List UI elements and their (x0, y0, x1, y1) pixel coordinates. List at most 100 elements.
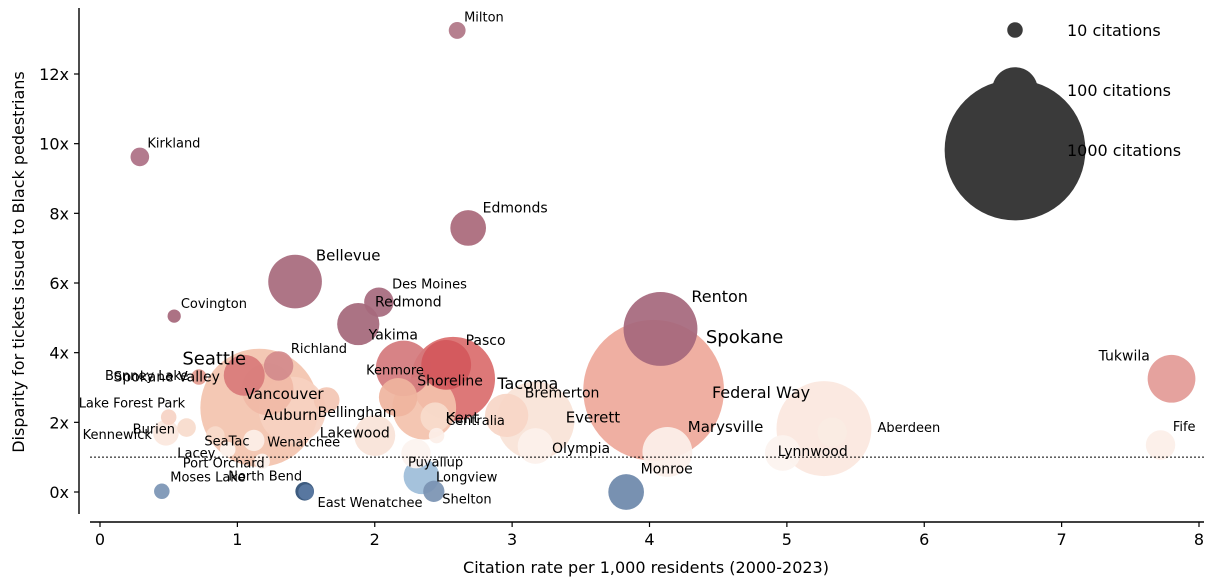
point-lakewood (354, 415, 396, 457)
point-label-seatac: SeaTac (204, 435, 249, 450)
point-label-wenatchee: Wenatchee (267, 435, 340, 450)
point-label-federal-way: Federal Way (712, 383, 810, 402)
point-label-bellingham: Bellingham (318, 405, 397, 421)
legend-label-1000: 1000 citations (1067, 141, 1181, 160)
point-label-marysville: Marysville (688, 418, 764, 436)
labels-layer: Milton Kirkland Edmonds Bellevue Des Moines C… (79, 10, 1196, 511)
point-label-auburn: Auburn (263, 406, 317, 424)
point-shelton (423, 480, 445, 502)
points-layer (130, 22, 1196, 510)
point-fife (1145, 430, 1176, 460)
point-lynnwood (764, 435, 801, 471)
point-label-des-moines: Des Moines (392, 277, 467, 292)
x-axis-title: Citation rate per 1,000 residents (2000-… (463, 558, 829, 577)
point-puyallup (401, 438, 431, 469)
legend-label-10: 10 citations (1067, 21, 1161, 40)
y-tick-label: 10x (39, 135, 69, 154)
point-label-kent: Kent (445, 409, 479, 427)
x-tick-label: 5 (782, 530, 792, 549)
point-lake-forest-park (160, 409, 177, 425)
point-label-lynnwood: Lynnwood (778, 444, 848, 460)
point-label-port-orchard: Port Orchard (183, 456, 265, 471)
point-centralia (428, 427, 445, 444)
y-ticks: 0x 2x 4x 6x 8x 10x 12x (39, 65, 79, 502)
point-label-shoreline: Shoreline (417, 374, 483, 390)
point-label-fife: Fife (1173, 420, 1196, 435)
point-label-centralia: Centralia (446, 414, 505, 429)
point-label-lacey: Lacey (177, 447, 215, 462)
point-label-lakewood: Lakewood (320, 426, 390, 442)
point-label-tacoma: Tacoma (496, 374, 558, 393)
y-tick-label: 2x (49, 413, 69, 432)
point-label-covington: Covington (181, 297, 247, 312)
point-label-puyallup: Puyallup (408, 456, 463, 471)
x-tick-label: 6 (919, 530, 929, 549)
x-tick-label: 7 (1057, 530, 1067, 549)
x-tick-label: 4 (644, 530, 654, 549)
x-tick-label: 3 (507, 530, 517, 549)
point-label-edmonds: Edmonds (483, 200, 548, 216)
point-pasco (421, 339, 472, 390)
point-label-lake-forest-park: Lake Forest Park (79, 396, 186, 411)
point-label-monroe: Monroe (641, 461, 693, 477)
point-label-aberdeen: Aberdeen (878, 421, 941, 436)
point-label-olympia: Olympia (552, 441, 610, 457)
point-covington (167, 309, 181, 323)
point-bonney-lake (191, 369, 207, 385)
legend-label-100: 100 citations (1067, 81, 1171, 100)
point-label-redmond: Redmond (375, 294, 442, 310)
point-label-east-wenatchee: East Wenatchee (317, 496, 422, 511)
point-label-kennewick: Kennewick (83, 428, 153, 443)
point-kennewick (153, 419, 179, 446)
point-renton (623, 292, 698, 366)
point-aberdeen (817, 417, 847, 447)
point-label-renton: Renton (691, 287, 748, 306)
point-label-richland: Richland (291, 342, 347, 357)
legend-marker-1000 (944, 79, 1086, 221)
point-kenmore (378, 378, 418, 417)
x-tick-label: 0 (95, 530, 105, 549)
point-des-moines (364, 287, 394, 317)
point-east-wenatchee (298, 484, 314, 500)
point-olympia (517, 428, 554, 464)
point-label-everett: Everett (566, 409, 621, 427)
y-tick-label: 4x (49, 344, 69, 363)
point-label-spokane-valley: Spokane Valley (113, 369, 219, 385)
point-label-bellevue: Bellevue (316, 247, 381, 265)
point-label-yakima: Yakima (368, 328, 418, 344)
y-tick-label: 12x (39, 65, 69, 84)
point-label-bonney-lake: Bonney Lake (105, 369, 188, 384)
point-spokane-valley (223, 354, 265, 396)
point-spokane (583, 319, 724, 461)
size-legend: 10 citations 100 citations 1000 citations (944, 21, 1181, 221)
point-label-kenmore: Kenmore (366, 364, 424, 379)
point-seatac (206, 426, 225, 445)
y-tick-label: 6x (49, 274, 69, 293)
point-label-moses-lake: Moses Lake (170, 471, 245, 486)
point-label-burien: Burien (133, 423, 175, 438)
point-wenatchee (243, 429, 265, 452)
point-label-seattle: Seattle (182, 348, 246, 369)
point-kent (420, 402, 450, 432)
x-tick-label: 8 (1194, 530, 1204, 549)
point-label-north-bend: North Bend (228, 470, 302, 485)
point-label-bremerton: Bremerton (525, 385, 600, 401)
point-label-kirkland: Kirkland (147, 136, 200, 151)
y-axis-title: Disparity for tickets issued to Black pe… (9, 71, 28, 453)
point-label-tukwila: Tukwila (1098, 348, 1150, 364)
point-lacey (220, 441, 236, 458)
x-tick-label: 1 (232, 530, 242, 549)
point-bremerton (484, 393, 529, 438)
point-bellingham (313, 387, 340, 413)
point-monroe (608, 474, 644, 510)
point-edmonds (450, 210, 487, 246)
point-kirkland (130, 147, 150, 167)
point-bellevue (268, 254, 322, 309)
point-redmond (337, 303, 380, 346)
x-tick-label: 2 (370, 530, 380, 549)
point-label-spokane: Spokane (706, 327, 783, 348)
y-tick-label: 8x (49, 204, 69, 223)
point-label-pasco: Pasco (466, 333, 506, 349)
point-label-milton: Milton (464, 10, 504, 25)
point-tukwila (1147, 354, 1196, 403)
